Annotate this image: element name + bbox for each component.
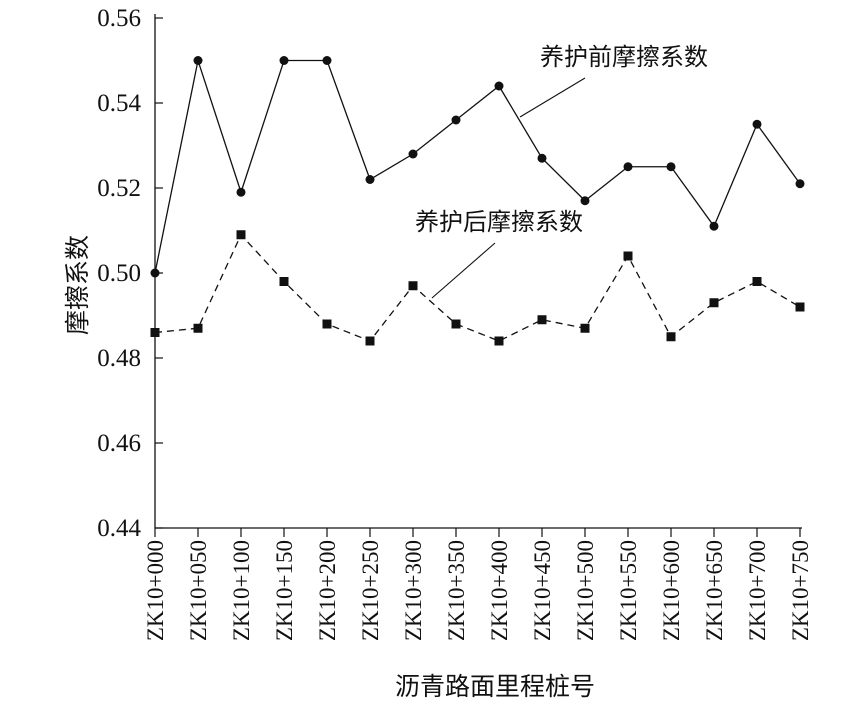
data-point: [322, 56, 332, 65]
x-tick-label: ZK10+500: [573, 540, 598, 641]
data-point: [236, 187, 246, 197]
data-point: [795, 179, 805, 189]
data-point: [752, 119, 762, 129]
y-axis-title: 摩擦系数: [63, 235, 92, 335]
data-point: [236, 230, 246, 240]
x-tick-label: ZK10+400: [487, 540, 512, 641]
data-point: [150, 268, 160, 278]
x-tick-label: ZK10+750: [788, 540, 813, 641]
data-point: [451, 115, 461, 125]
series-label-leader: [431, 242, 496, 299]
data-point: [279, 277, 289, 286]
series-1: [150, 230, 805, 346]
x-tick-label: ZK10+600: [659, 540, 684, 641]
data-point: [193, 323, 203, 333]
x-tick-label: ZK10+300: [401, 540, 426, 641]
data-point: [494, 81, 504, 91]
x-tick-label: ZK10+450: [530, 540, 555, 641]
data-point: [451, 319, 461, 329]
y-tick-label: 0.46: [97, 430, 141, 457]
x-tick-label: ZK10+700: [745, 540, 770, 641]
data-point: [752, 277, 762, 286]
series-line-1: [154, 233, 801, 342]
data-point: [150, 328, 160, 337]
y-tick-label: 0.52: [97, 175, 141, 202]
series-label-leader: [519, 77, 586, 118]
data-point: [795, 302, 805, 312]
y-tick-label: 0.44: [97, 515, 141, 542]
y-tick-label: 0.48: [97, 345, 141, 372]
y-tick-label: 0.50: [97, 260, 141, 287]
data-point: [537, 315, 547, 325]
data-point: [494, 336, 504, 346]
data-point: [580, 196, 590, 206]
x-tick-label: ZK10+350: [444, 540, 469, 641]
data-point: [537, 153, 547, 163]
x-tick-label: ZK10+200: [315, 540, 340, 641]
x-tick-label: ZK10+000: [143, 540, 168, 641]
data-point: [666, 162, 676, 172]
data-point: [666, 332, 676, 342]
data-point: [365, 175, 375, 184]
data-point: [580, 323, 590, 333]
data-point: [623, 251, 633, 261]
data-point: [365, 336, 375, 346]
x-tick-label: ZK10+550: [616, 540, 641, 641]
x-tick-label: ZK10+100: [229, 540, 254, 641]
x-axis-title: 沥青路面里程桩号: [395, 672, 595, 701]
axes: 0.44 0.46 0.48 0.50 0.52 0.54 0.56 ZK10+000 ZK10…: [97, 5, 813, 641]
series-label-0: 养护前摩擦系数: [540, 43, 708, 71]
x-tick-label: ZK10+050: [186, 540, 211, 641]
data-point: [709, 298, 719, 308]
x-tick-label: ZK10+150: [272, 540, 297, 641]
data-point: [322, 319, 332, 329]
series-label-1: 养护后摩擦系数: [415, 208, 583, 236]
data-point: [623, 162, 633, 172]
data-point: [193, 56, 203, 65]
series-0: [150, 56, 805, 278]
data-point: [709, 221, 719, 231]
data-point: [408, 149, 418, 159]
y-tick-label: 0.56: [97, 5, 141, 32]
data-point: [408, 281, 418, 291]
x-tick-label: ZK10+650: [702, 540, 727, 641]
x-tick-label: ZK10+250: [358, 540, 383, 641]
series-layer: [150, 56, 805, 346]
y-tick-label: 0.54: [97, 90, 141, 117]
series-line-0: [154, 57, 801, 274]
data-point: [279, 56, 289, 65]
